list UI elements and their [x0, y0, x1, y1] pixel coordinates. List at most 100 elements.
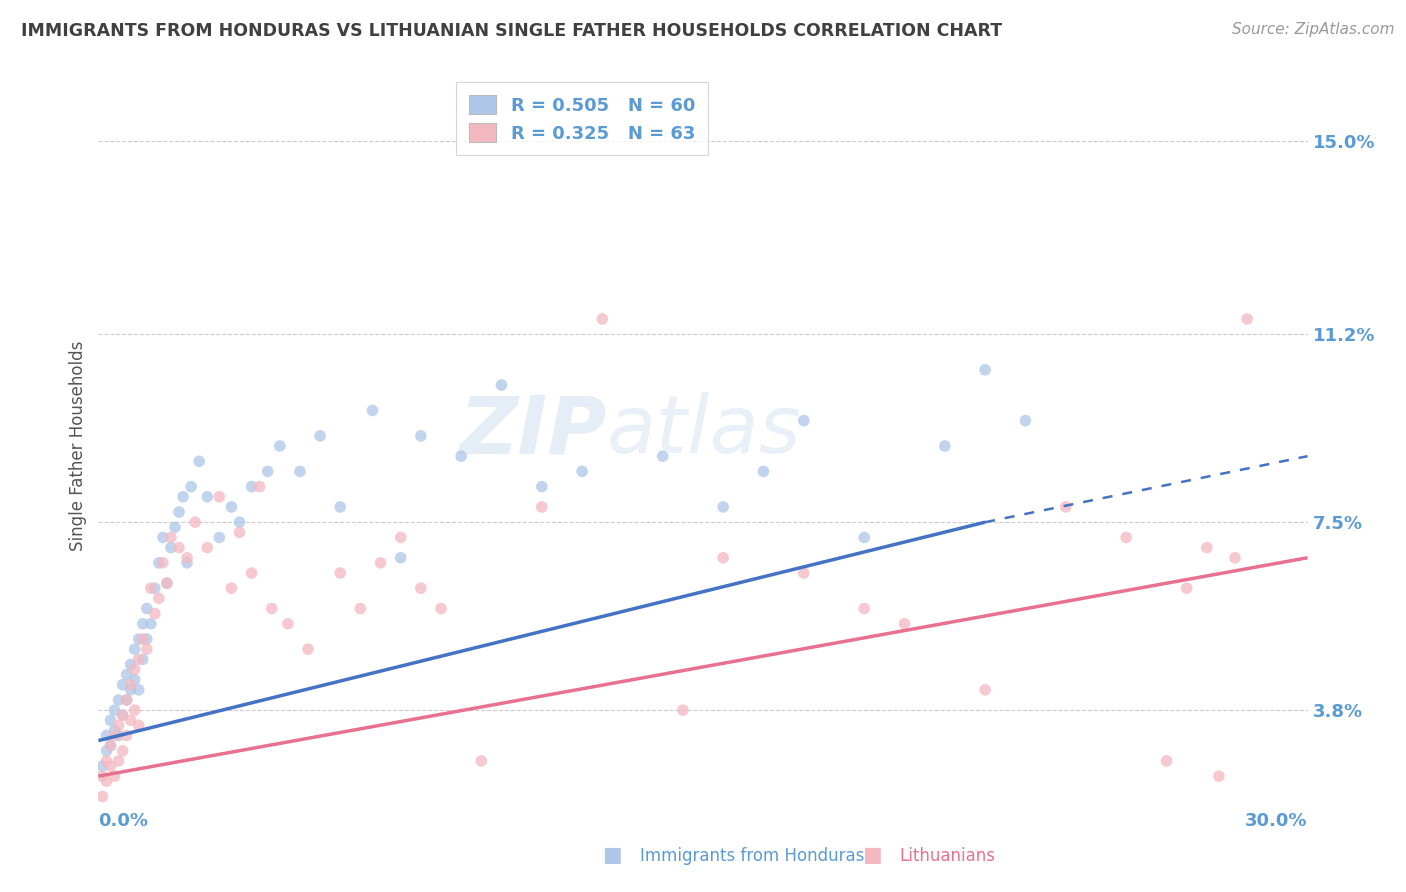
Point [132, 632, 155, 646]
Point [152, 530, 174, 544]
Point [329, 566, 352, 580]
Point [120, 678, 142, 692]
Point [96, 729, 118, 743]
Point [389, 550, 412, 565]
Point [249, 480, 271, 494]
Text: Source: ZipAtlas.com: Source: ZipAtlas.com [1232, 22, 1395, 37]
Point [156, 576, 179, 591]
Point [361, 403, 384, 417]
Point [176, 556, 198, 570]
Point [163, 520, 186, 534]
Point [893, 616, 915, 631]
Point [1175, 581, 1198, 595]
Point [120, 682, 142, 697]
Point [288, 464, 311, 478]
Point [103, 729, 125, 743]
Point [132, 616, 155, 631]
Point [96, 744, 118, 758]
Point [120, 657, 142, 672]
Point [793, 566, 815, 580]
Point [309, 429, 332, 443]
Point [195, 490, 218, 504]
Point [103, 723, 125, 738]
Point [221, 500, 243, 514]
Point [152, 556, 174, 570]
Point [208, 490, 231, 504]
Point [107, 754, 129, 768]
Legend: R = 0.505   N = 60, R = 0.325   N = 63: R = 0.505 N = 60, R = 0.325 N = 63 [457, 82, 707, 155]
Point [269, 439, 291, 453]
Text: ■: ■ [602, 846, 621, 865]
Point [167, 541, 190, 555]
Point [132, 652, 155, 666]
Point [184, 515, 207, 529]
Point [711, 500, 734, 514]
Point [470, 754, 492, 768]
Point [107, 729, 129, 743]
Y-axis label: Single Father Households: Single Father Households [69, 341, 87, 551]
Point [139, 616, 162, 631]
Point [277, 616, 299, 631]
Point [974, 682, 997, 697]
Point [172, 490, 194, 504]
Text: atlas: atlas [606, 392, 801, 470]
Point [591, 312, 613, 326]
Point [974, 363, 997, 377]
Point [1208, 769, 1230, 783]
Point [1054, 500, 1077, 514]
Point [180, 480, 202, 494]
Point [139, 581, 162, 595]
Point [128, 682, 150, 697]
Point [409, 429, 432, 443]
Point [530, 480, 553, 494]
Point [176, 550, 198, 565]
Point [370, 556, 392, 570]
Point [450, 449, 472, 463]
Point [228, 525, 250, 540]
Point [651, 449, 673, 463]
Point [240, 566, 263, 580]
Point [256, 464, 278, 478]
Point [128, 632, 150, 646]
Point [135, 642, 157, 657]
Point [349, 601, 371, 615]
Point [672, 703, 695, 717]
Point [115, 729, 138, 743]
Point [491, 378, 513, 392]
Point [793, 414, 815, 428]
Point [240, 480, 263, 494]
Point [103, 703, 125, 717]
Point [409, 581, 432, 595]
Point [143, 581, 166, 595]
Point [221, 581, 243, 595]
Point [96, 754, 118, 768]
Point [1223, 550, 1246, 565]
Point [111, 708, 134, 723]
Point [752, 464, 775, 478]
Point [1156, 754, 1178, 768]
Text: 0.0%: 0.0% [98, 812, 149, 830]
Point [96, 774, 118, 789]
Point [107, 693, 129, 707]
Point [297, 642, 319, 657]
Point [128, 718, 150, 732]
Point [135, 632, 157, 646]
Text: IMMIGRANTS FROM HONDURAS VS LITHUANIAN SINGLE FATHER HOUSEHOLDS CORRELATION CHAR: IMMIGRANTS FROM HONDURAS VS LITHUANIAN S… [21, 22, 1002, 40]
Point [120, 714, 142, 728]
Point [124, 703, 146, 717]
Point [329, 500, 352, 514]
Point [91, 789, 114, 804]
Point [124, 663, 146, 677]
Point [853, 530, 876, 544]
Point [530, 500, 553, 514]
Point [195, 541, 218, 555]
Point [711, 550, 734, 565]
Point [100, 714, 122, 728]
Point [128, 652, 150, 666]
Point [934, 439, 956, 453]
Point [103, 769, 125, 783]
Point [111, 708, 134, 723]
Point [1014, 414, 1036, 428]
Point [135, 601, 157, 615]
Point [148, 556, 170, 570]
